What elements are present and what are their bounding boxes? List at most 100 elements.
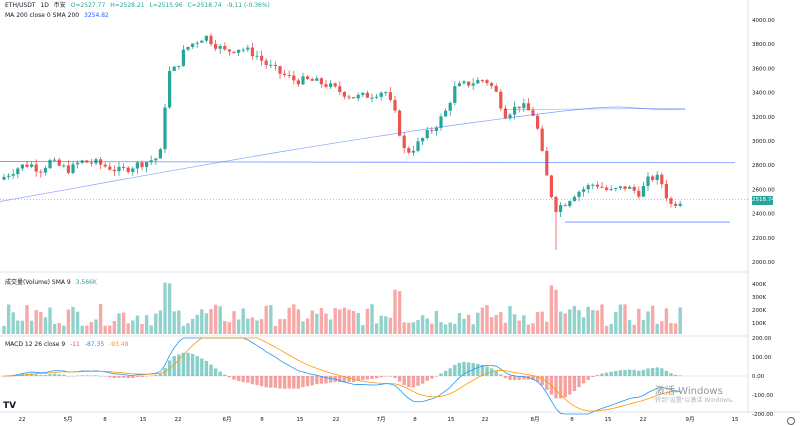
volume-bar <box>522 315 526 334</box>
macd-histogram-bar <box>149 375 153 377</box>
volume-bar <box>558 311 563 334</box>
macd-histogram-bar <box>282 376 287 389</box>
macd-histogram-bar <box>632 369 636 376</box>
candle-body <box>646 176 650 186</box>
volume-bar <box>167 283 172 334</box>
macd-histogram-bar <box>480 364 485 376</box>
candle-body <box>149 160 153 162</box>
volume-bar <box>223 320 227 334</box>
tradingview-logo-icon[interactable]: TV <box>3 401 17 411</box>
macd-histogram-bar <box>315 376 319 385</box>
volume-bar <box>186 323 190 334</box>
symbol-legend[interactable]: ETH/USDT 1D 币安 O=2527.77 H=2528.21 L=251… <box>5 2 273 10</box>
volume-bar <box>637 308 641 334</box>
volume-bar <box>324 313 328 334</box>
macd-histogram-bar <box>227 376 232 378</box>
candle-body <box>287 75 291 77</box>
candle-body <box>628 186 632 189</box>
volume-bar <box>2 325 6 334</box>
interval-label[interactable]: 1D <box>40 2 49 9</box>
volume-bar <box>328 319 333 334</box>
candle-body <box>250 47 254 57</box>
candle-body <box>568 201 572 206</box>
volume-bar <box>204 313 209 334</box>
symbol-name[interactable]: ETH/USDT <box>5 2 36 9</box>
candle-body <box>531 110 535 116</box>
macd-histogram-bar <box>52 373 57 376</box>
volume-bar <box>282 319 287 334</box>
candle-body <box>416 141 420 151</box>
candle-body <box>319 78 323 85</box>
macd-histogram-bar <box>347 376 351 383</box>
volume-bar <box>310 310 314 334</box>
candle-body <box>480 80 484 82</box>
volume-bar <box>439 322 443 334</box>
candle-body <box>517 106 521 109</box>
volume-bar <box>98 304 103 334</box>
volume-bar <box>154 313 158 334</box>
volume-bar <box>213 304 218 334</box>
macd-histogram-bar <box>94 375 98 376</box>
gear-icon[interactable] <box>787 417 795 425</box>
candle-body <box>269 64 273 66</box>
candle-body <box>62 165 66 167</box>
price-tick-label: 3200.00 <box>752 115 775 121</box>
macd-tick-label: 0.00 <box>752 374 765 380</box>
volume-bar <box>16 320 20 334</box>
volume-bar <box>471 324 475 334</box>
volume-bar <box>664 308 669 334</box>
volume-bar <box>347 309 351 334</box>
candle-body <box>398 110 402 136</box>
volume-bar <box>517 320 521 334</box>
volume-bar <box>319 308 324 334</box>
macd-histogram-bar <box>80 375 84 376</box>
candle-body <box>582 189 586 192</box>
candle-body <box>540 128 544 151</box>
macd-histogram-bar <box>660 368 664 376</box>
volume-bar <box>512 314 517 334</box>
ma-200-line <box>0 106 686 202</box>
volume-bar <box>269 305 273 334</box>
ma-legend[interactable]: MA 200 close 0 SMA 200 3254.82 <box>5 12 112 20</box>
macd-histogram-bar <box>453 364 457 376</box>
candle-body <box>609 189 613 191</box>
candle-body <box>168 70 172 108</box>
macd-histogram-bar <box>512 376 517 381</box>
volume-bar <box>296 309 301 334</box>
macd-histogram-bar <box>75 375 80 377</box>
volume-bar <box>540 311 544 334</box>
volume-bar <box>342 307 347 334</box>
volume-bar <box>20 320 25 334</box>
macd-histogram-bar <box>264 376 268 388</box>
macd-histogram-bar <box>535 376 540 382</box>
candle-body <box>494 85 498 92</box>
volume-bar <box>430 323 434 334</box>
macd-label[interactable]: MACD 12 26 close 9 <box>5 341 66 348</box>
macd-histogram-bar <box>416 376 420 386</box>
candle-body <box>425 130 429 139</box>
candle-body <box>641 185 645 197</box>
volume-legend[interactable]: 成交量(Volume) SMA 9 3.566K <box>5 279 100 287</box>
ma-label[interactable]: MA 200 close 0 SMA 200 <box>5 12 80 19</box>
candle-body <box>361 92 365 95</box>
candle-body <box>94 159 98 164</box>
macd-histogram-bar <box>112 376 117 379</box>
candle-body <box>388 92 392 100</box>
volume-bar <box>131 320 135 334</box>
volume-bar <box>476 312 480 334</box>
macd-histogram-bar <box>29 373 34 376</box>
volume-bar <box>158 310 163 334</box>
candle-body <box>549 175 553 197</box>
volume-label[interactable]: 成交量(Volume) SMA 9 <box>5 279 71 286</box>
time-tick-label: 8 <box>413 417 417 423</box>
volume-bar <box>618 304 623 334</box>
candle-body <box>384 92 388 94</box>
candle-body <box>255 55 259 57</box>
macd-legend[interactable]: MACD 12 26 close 9 -11 -87.35 -93.48 <box>5 341 131 349</box>
macd-histogram-bar <box>595 375 600 376</box>
candle-body <box>342 91 346 97</box>
price-tick-label: 3600.00 <box>752 66 775 72</box>
macd-histogram-bar <box>154 375 158 376</box>
price-tick-label: 2600.00 <box>752 187 775 193</box>
